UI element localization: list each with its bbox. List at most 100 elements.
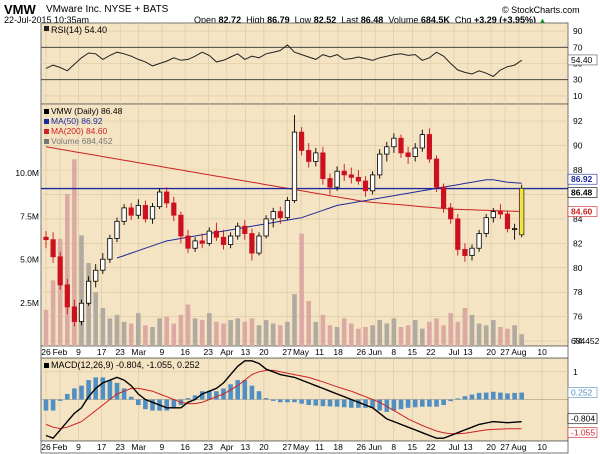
volume-bar — [207, 313, 212, 346]
candle-body — [206, 230, 212, 244]
candle-body — [93, 269, 99, 282]
candle-body — [476, 233, 482, 249]
volume-bar — [192, 318, 198, 346]
macd-histogram-bar — [114, 382, 120, 400]
candle-body — [249, 233, 255, 254]
volume-bar — [341, 318, 347, 346]
macd-histogram-bar — [143, 399, 148, 410]
volume-bar — [349, 323, 354, 346]
candle-body — [426, 134, 433, 160]
candle-body — [405, 152, 411, 157]
candle-body — [235, 225, 241, 237]
x-tick-label: Apr — [220, 442, 233, 452]
macd-histogram-bar — [327, 399, 333, 407]
macd-histogram-bar — [263, 398, 269, 400]
price-legend-swatch — [44, 129, 49, 134]
x-tick-label: 23 — [204, 442, 214, 452]
macd-legend-swatch — [44, 363, 49, 368]
volume-bar — [171, 323, 177, 346]
candle-body — [519, 187, 525, 236]
macd-histogram-bar — [455, 398, 461, 400]
x-tick-label: 26 — [357, 442, 367, 452]
x-tick-label: 8 — [391, 347, 396, 357]
macd-histogram-bar — [86, 380, 91, 400]
x-tick-label: 23 — [204, 347, 214, 357]
ma50-line — [116, 179, 522, 259]
x-tick-label: 13 — [241, 347, 251, 357]
volume-bar — [363, 326, 368, 346]
candle-body — [291, 131, 298, 201]
candle-body — [135, 205, 141, 216]
x-tick-label: 23 — [115, 347, 125, 357]
volume-bar — [79, 235, 84, 346]
price-label: 86.92 — [571, 174, 593, 184]
volume-bar — [370, 325, 375, 346]
candle-body — [355, 176, 362, 182]
candle-body — [242, 225, 248, 234]
rsi-tick-label: 70 — [573, 42, 583, 52]
x-tick-label: Jun — [368, 347, 382, 357]
candle-body — [391, 137, 397, 148]
macd-histogram-bar — [65, 393, 70, 400]
candle-body — [121, 207, 127, 222]
macd-histogram-bar — [79, 385, 84, 400]
x-tick-label: 27 — [282, 442, 292, 452]
macd-histogram-bar — [427, 399, 432, 407]
x-tick-label: Jul — [449, 442, 460, 452]
price-legend-swatch — [44, 119, 49, 124]
candle-body — [57, 256, 63, 286]
macd-histogram-bar — [377, 399, 382, 411]
candle-body — [313, 152, 319, 162]
macd-histogram-bar — [192, 395, 198, 400]
candle-body — [156, 191, 163, 208]
x-tick-label: 11 — [315, 347, 324, 357]
macd-histogram-bar — [164, 399, 169, 411]
volume-bar — [384, 323, 390, 346]
price-label-box — [567, 206, 598, 217]
x-tick-label: 22 — [426, 442, 436, 452]
volume-bar — [128, 323, 134, 346]
candle-body — [334, 170, 340, 188]
candle-body — [512, 228, 518, 231]
x-tick-label: 10 — [537, 442, 547, 452]
volume-bar — [412, 320, 418, 346]
candle-body — [50, 239, 56, 258]
x-tick-label: 13 — [463, 347, 473, 357]
volume-bar — [235, 318, 240, 346]
macd-histogram-bar — [57, 399, 63, 401]
candle-body — [455, 218, 461, 250]
macd-histogram-bar — [171, 399, 177, 408]
candle-body — [433, 158, 440, 188]
volume-bar — [121, 321, 127, 346]
volume-bar — [228, 320, 233, 346]
volume-bar — [285, 321, 290, 346]
volume-bar — [434, 318, 439, 346]
x-tick-label: 13 — [463, 442, 473, 452]
x-tick-label: 18 — [333, 347, 343, 357]
macd-tick-label: 1 — [573, 367, 578, 377]
x-tick-label: 22 — [426, 347, 436, 357]
macd-histogram-bar — [341, 399, 347, 408]
candle-body — [412, 147, 418, 157]
x-axis-strip — [40, 345, 569, 359]
candle-body — [256, 235, 262, 254]
x-tick-label: 15 — [408, 347, 418, 357]
candle-body — [277, 211, 283, 219]
price-legend-item: Volume 684,452 — [51, 136, 113, 146]
macd-legend: MACD(12,26,9) -0.804, -1.055, 0.252 — [51, 360, 200, 370]
volume-bar — [278, 325, 283, 346]
volume-bar — [505, 328, 510, 346]
x-tick-label: 16 — [180, 347, 190, 357]
macd-histogram-bar — [491, 391, 496, 400]
macd-histogram-bar — [334, 399, 340, 407]
macd-histogram-bar — [448, 399, 453, 402]
candle-body — [419, 134, 425, 149]
x-tick-label: 27 — [282, 347, 292, 357]
x-tick-label: 20 — [486, 347, 496, 357]
macd-histogram-bar — [242, 380, 248, 400]
price-tick-label: 76 — [573, 312, 583, 322]
macd-label-box — [567, 413, 598, 425]
macd-histogram-bar — [505, 393, 510, 400]
ticker-symbol: VMW — [4, 2, 36, 17]
